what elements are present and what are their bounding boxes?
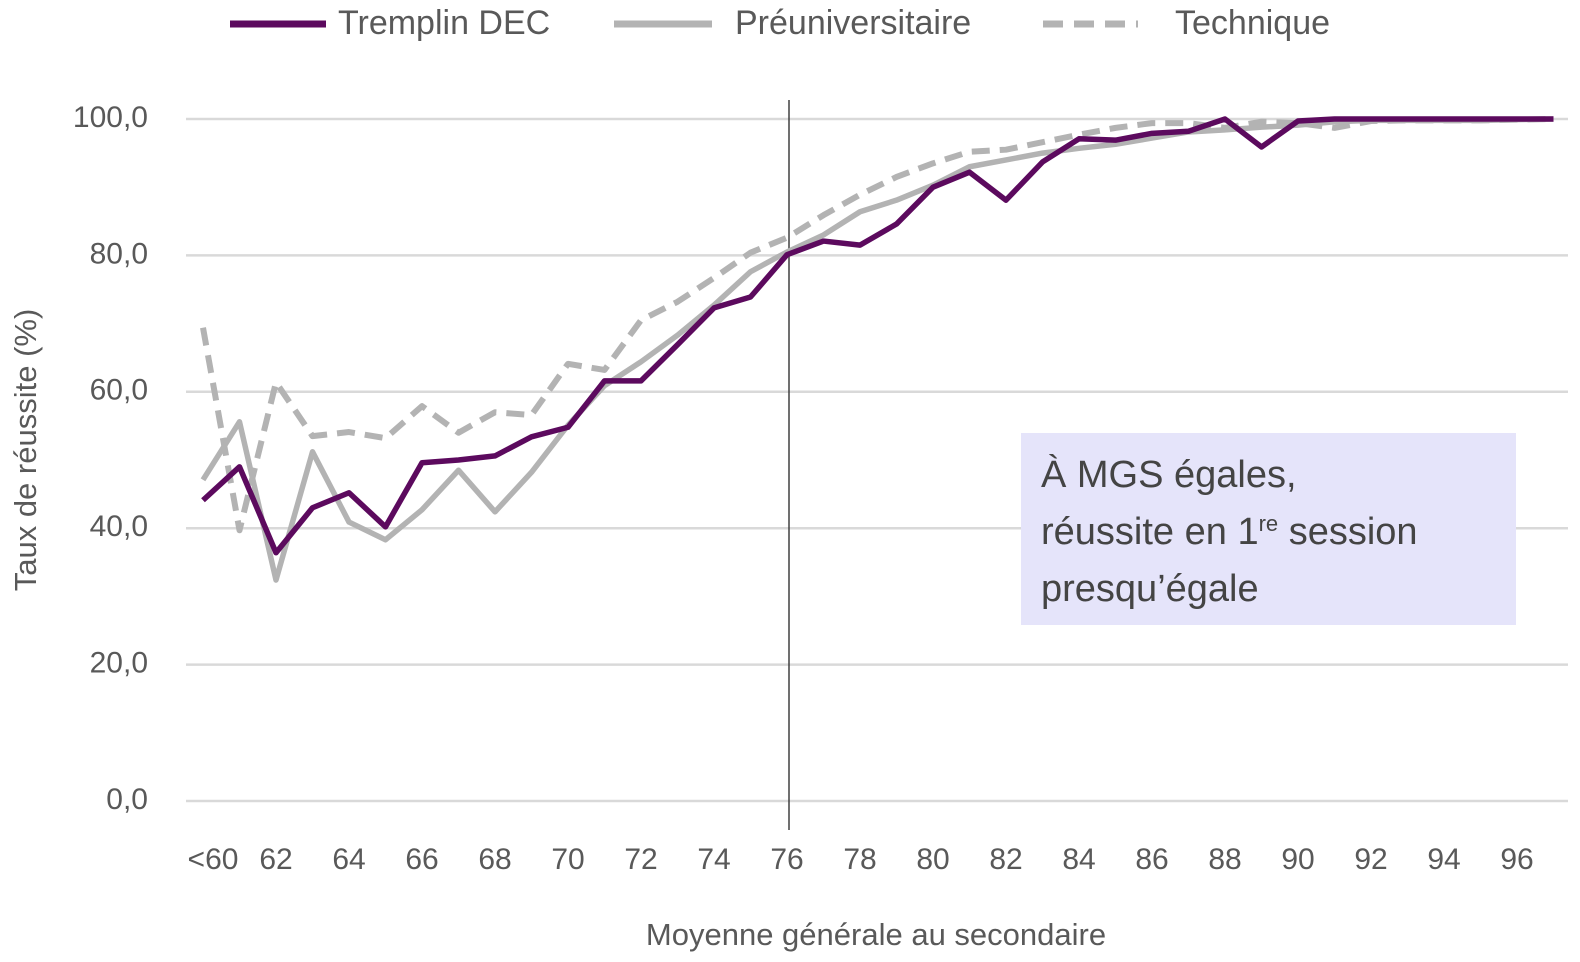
x-tick-label: 62 xyxy=(259,843,292,876)
x-tick-label: 76 xyxy=(770,843,803,876)
x-axis-title: Moyenne générale au secondaire xyxy=(646,917,1106,952)
x-tick-label: 86 xyxy=(1135,843,1168,876)
line-series xyxy=(200,116,1554,583)
y-tick-label: 0,0 xyxy=(106,783,148,816)
note-line: session xyxy=(1278,511,1418,553)
note-line: réussite en 1 xyxy=(1041,511,1259,553)
x-tick-label: <60 xyxy=(188,843,239,876)
x-tick-label: 88 xyxy=(1208,843,1241,876)
x-tick-label: 96 xyxy=(1500,843,1533,876)
y-tick-label: 40,0 xyxy=(90,510,148,543)
note-sup: re xyxy=(1258,511,1279,536)
x-tick-label: 84 xyxy=(1062,843,1095,876)
x-tick-label: 70 xyxy=(551,843,584,876)
x-tick-label: 82 xyxy=(989,843,1022,876)
y-axis-title: Taux de réussite (%) xyxy=(8,309,43,592)
x-tick-label: 66 xyxy=(405,843,438,876)
line-series xyxy=(201,116,1554,556)
legend-label: Technique xyxy=(1175,4,1330,42)
note-line: presqu’égale xyxy=(1041,568,1259,610)
y-tick-label: 60,0 xyxy=(90,374,148,407)
legend-label: Tremplin DEC xyxy=(338,4,550,42)
x-tick-label: 64 xyxy=(332,843,365,876)
y-tick-label: 80,0 xyxy=(90,237,148,270)
line-series xyxy=(200,116,1554,534)
x-tick-label: 80 xyxy=(916,843,949,876)
x-tick-label: 94 xyxy=(1427,843,1460,876)
x-tick-label: 90 xyxy=(1281,843,1314,876)
y-tick-label: 100,0 xyxy=(73,101,148,134)
note-line: À MGS égales, xyxy=(1041,454,1297,496)
y-tick-label: 20,0 xyxy=(90,647,148,680)
x-tick-label: 68 xyxy=(478,843,511,876)
x-tick-label: 92 xyxy=(1354,843,1387,876)
x-tick-label: 74 xyxy=(697,843,730,876)
x-tick-label: 78 xyxy=(843,843,876,876)
annotation: À MGS égales, réussite en 1re session pres… xyxy=(1021,433,1516,625)
legend-label: Préuniversitaire xyxy=(735,4,971,42)
x-tick-label: 72 xyxy=(624,843,657,876)
